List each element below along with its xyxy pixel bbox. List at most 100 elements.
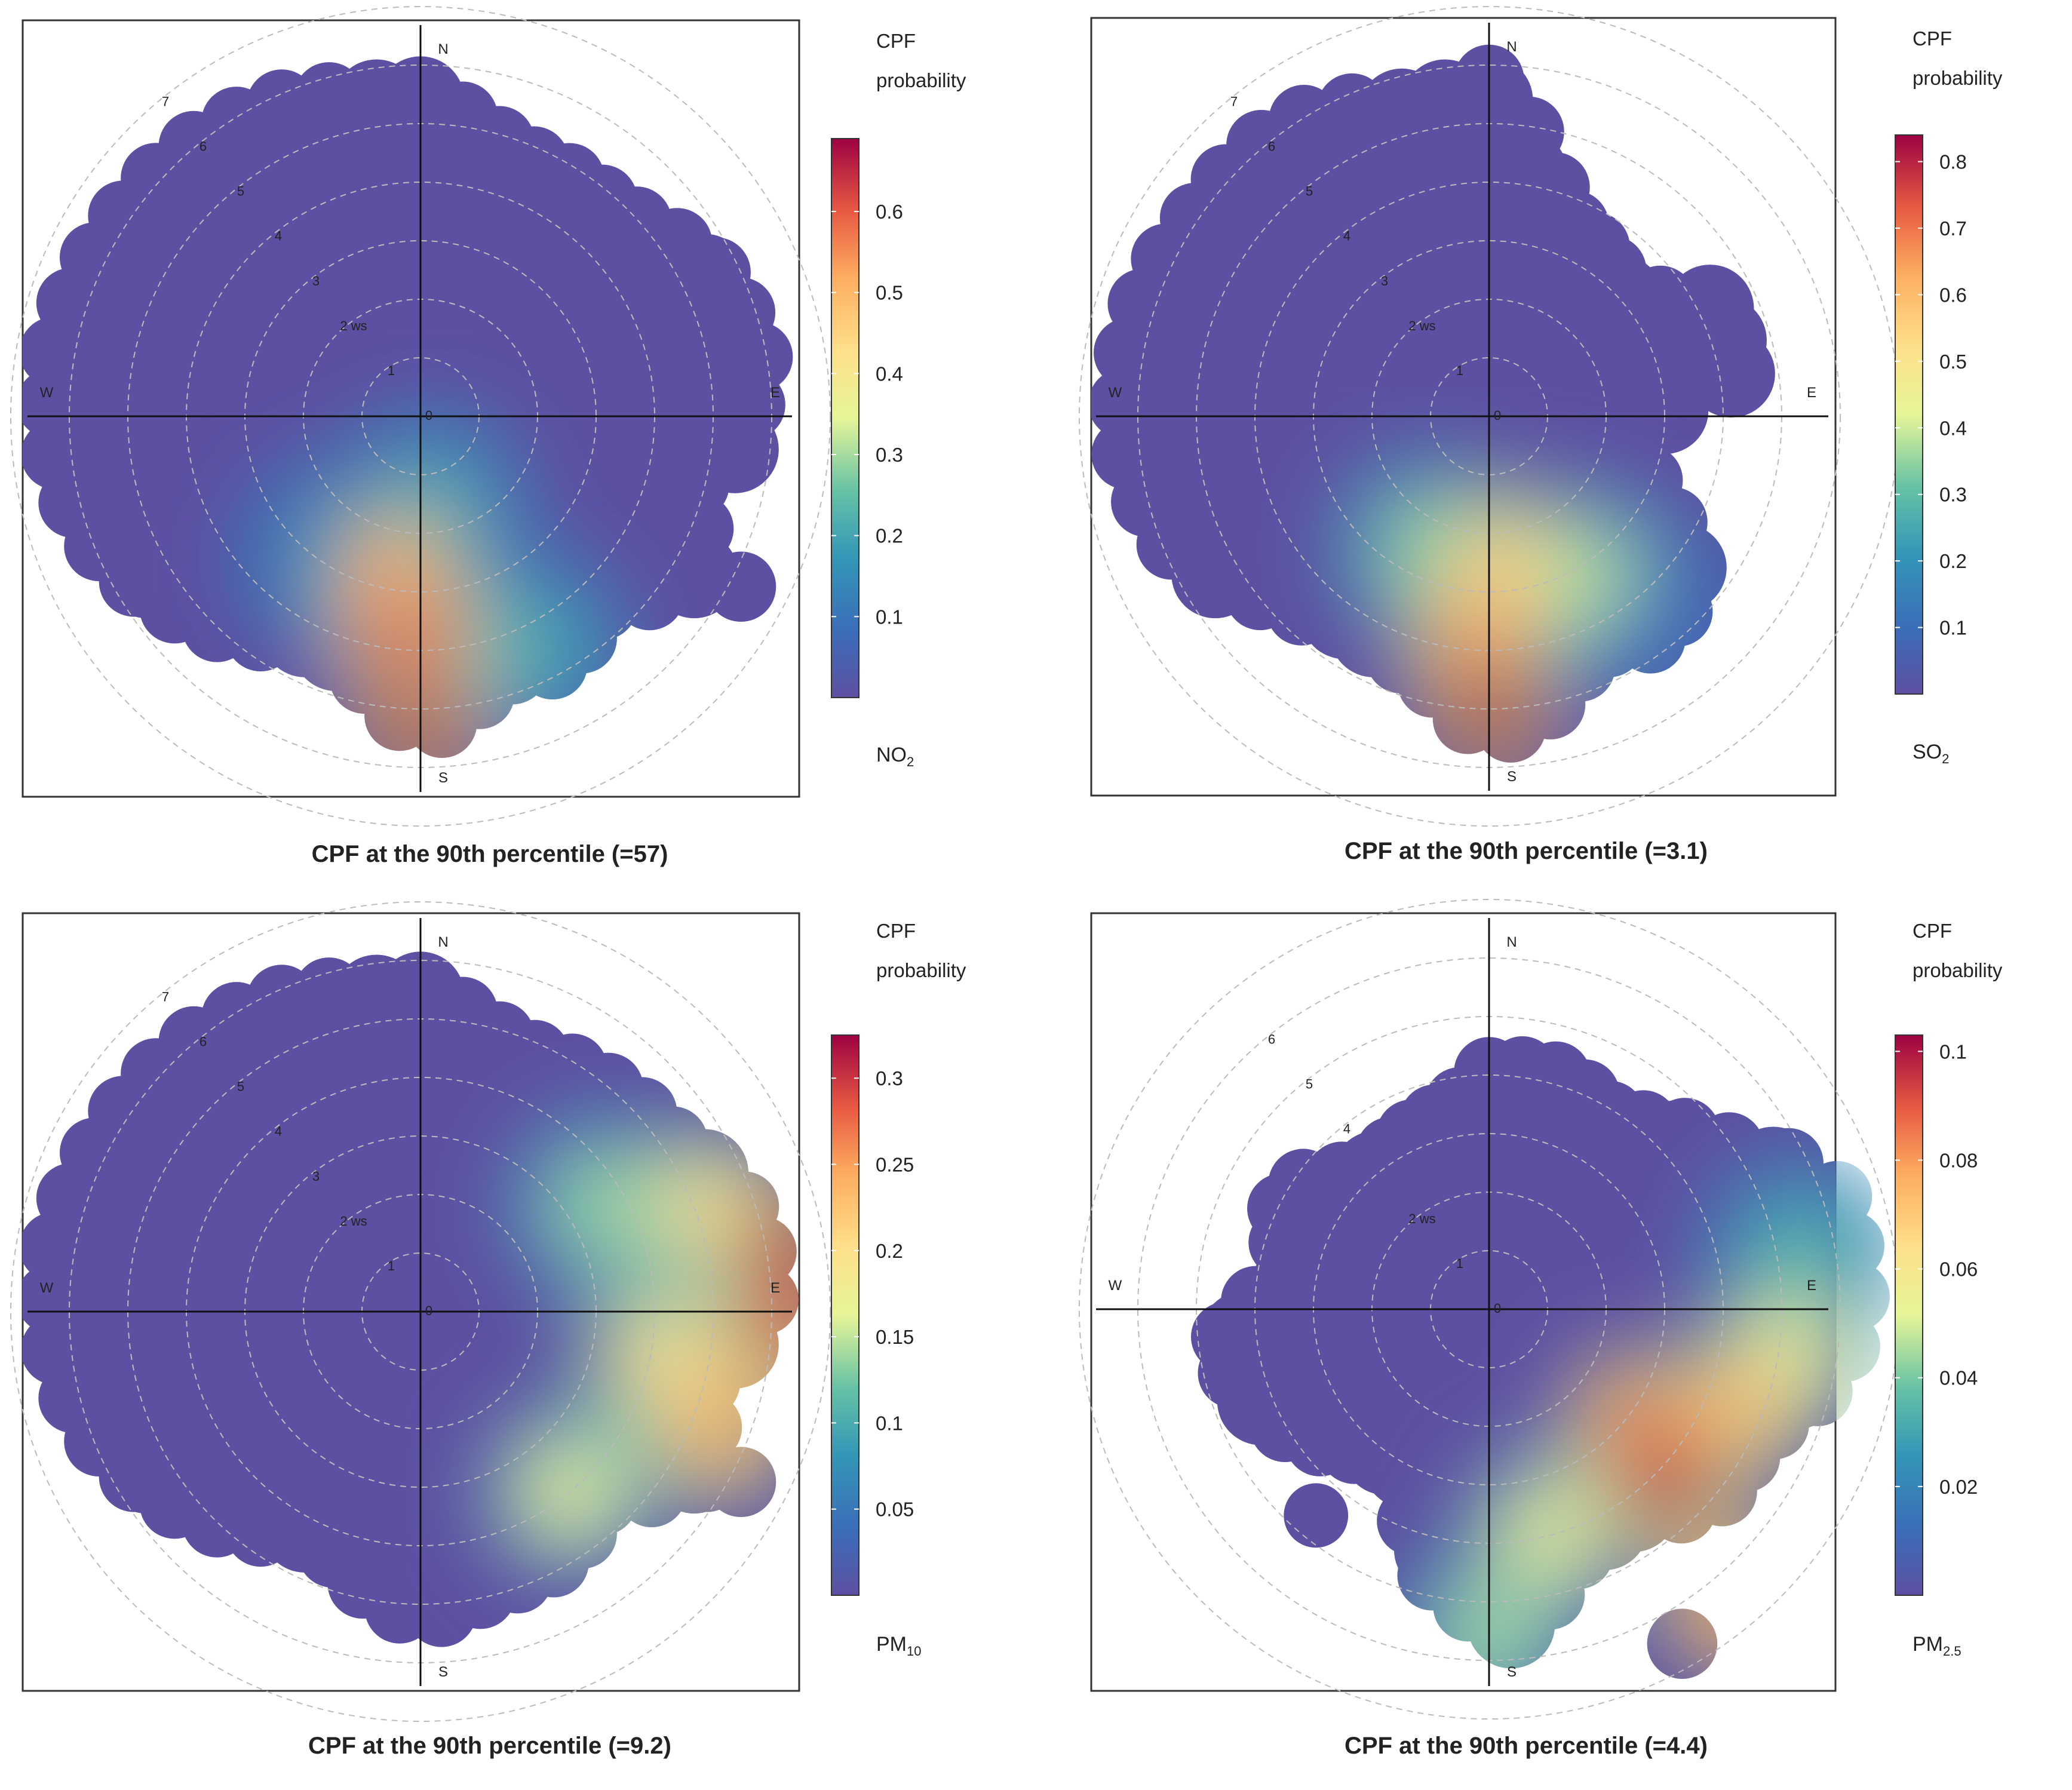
colorbar-title: CPF probability (876, 911, 966, 990)
ring-label: 3 (312, 1169, 320, 1184)
compass-w: W (40, 1280, 54, 1296)
ws-ring (10, 6, 831, 827)
chart-panel-pm10: N E S W 0 1 2 ws 3 4 5 6 7 0.05 0.1 0.15 0.2 0.25 0.3 CPF… (0, 895, 1036, 1790)
ring-label: 7 (162, 94, 169, 109)
pollutant-subscript: 2 (907, 754, 914, 769)
ring-label: 3 (312, 274, 320, 288)
ring-label: 1 (388, 1258, 395, 1273)
colorbar-tick-label: 0.08 (1939, 1149, 1978, 1171)
colorbar (1895, 134, 1923, 695)
polar-plot-pm25: N E S W 0 1 2 ws 4 5 6 0.02 0.04 0.06 0.08 0.1 (1079, 899, 1978, 1720)
compass-s: S (1507, 1664, 1517, 1680)
colorbar-title-line1: CPF (1913, 27, 1952, 50)
colorbar-tick-label: 0.1 (876, 606, 903, 628)
hotspot-core (1689, 1360, 1789, 1460)
hotspot-core (359, 588, 459, 689)
ring-label: 6 (199, 1034, 207, 1049)
hotspot-core (1617, 1437, 1717, 1537)
colorbar-tick-label: 0.4 (1939, 417, 1967, 439)
pollutant-subscript: 10 (907, 1643, 922, 1659)
ring-label: 4 (275, 229, 282, 244)
ring-label: 0 (425, 1303, 432, 1318)
chart-caption: CPF at the 90th percentile (=3.1) (1345, 838, 1708, 864)
pollutant-label: SO2 (1913, 741, 1949, 767)
compass-n: N (1506, 934, 1517, 950)
colorbar-tick-label: 0.7 (1939, 217, 1967, 240)
hotspot-core (1377, 499, 1477, 599)
colorbar-title-line1: CPF (1913, 920, 1952, 942)
ring-label: 1 (1456, 363, 1463, 378)
ring-label: 7 (162, 989, 169, 1004)
hotspot-core (521, 1441, 621, 1541)
hotspot-core (479, 600, 579, 700)
colorbar (831, 1034, 860, 1596)
colorbar-tick-label: 0.6 (1939, 284, 1967, 306)
ring-label: 3 (1381, 274, 1388, 288)
colorbar-tick-label: 0.6 (876, 201, 903, 223)
colorbar-tick-label: 0.1 (876, 1412, 903, 1434)
colorbar-tick-label: 0.5 (1939, 351, 1967, 373)
colorbar-title: CPF probability (1913, 19, 2002, 98)
ring-label: 4 (1343, 229, 1350, 244)
polar-plot-so2: N E S W 0 1 2 ws 3 4 5 6 7 0.1 0.2 0.3 0.4 0.5 0.6 0.7 0.8 (1079, 6, 1967, 827)
compass-e: E (771, 385, 780, 401)
compass-w: W (40, 385, 54, 401)
hotspot-core (739, 1196, 799, 1297)
ring-label: 6 (199, 139, 207, 154)
compass-e: E (771, 1280, 780, 1296)
ring-label: 6 (1268, 1032, 1275, 1047)
colorbar-tick-label: 0.4 (876, 363, 903, 385)
hotspot-core (1533, 529, 1633, 628)
colorbar-tick-label: 0.2 (876, 525, 903, 547)
colorbar-title-line2: probability (876, 69, 966, 91)
colorbar-tick-label: 0.2 (876, 1240, 903, 1262)
ws-ring (10, 901, 831, 1722)
colorbar-tick-label: 0.1 (1939, 617, 1967, 639)
compass-n: N (438, 934, 448, 950)
compass-s: S (1507, 769, 1517, 785)
compass-s: S (438, 1664, 448, 1680)
colorbar (1895, 1034, 1923, 1596)
ring-label: 6 (1268, 139, 1275, 154)
pollutant-label: PM2.5 (1913, 1633, 1962, 1659)
hotspot-core (1750, 1204, 1850, 1304)
colorbar-title-line1: CPF (876, 920, 916, 942)
colorbar-tick-label: 0.3 (876, 444, 903, 466)
ring-label: 1 (388, 363, 395, 378)
chart-caption: CPF at the 90th percentile (=4.4) (1345, 1733, 1708, 1759)
compass-w: W (1109, 385, 1122, 401)
ring-label: 0 (425, 408, 432, 423)
pollutant-label: NO2 (876, 744, 914, 770)
pollutant-subscript: 2.5 (1943, 1643, 1962, 1659)
colorbar-title: CPF probability (876, 22, 966, 100)
colorbar-tick-label: 0.3 (876, 1067, 903, 1089)
ring-label: 5 (237, 1079, 244, 1094)
polar-plot-pm10: N E S W 0 1 2 ws 3 4 5 6 7 0.05 0.1 0.15 0.2 0.25 0.3 (10, 901, 914, 1722)
ring-label: 5 (237, 184, 244, 199)
colorbar-title-line2: probability (876, 959, 966, 981)
colorbar-title-line2: probability (1913, 67, 2003, 89)
ring-label: 2 ws (340, 318, 367, 333)
ring-label: 0 (1494, 1301, 1501, 1316)
colorbar-tick-label: 0.2 (1939, 550, 1967, 572)
ring-label: 4 (275, 1124, 282, 1139)
ring-label: 1 (1456, 1256, 1463, 1271)
ring-label: 5 (1306, 184, 1313, 199)
hotspot-core (613, 1304, 713, 1404)
chart-caption: CPF at the 90th percentile (=9.2) (308, 1733, 671, 1759)
polar-plot-no2: N E S W 0 1 2 ws 3 4 5 6 7 0.1 0.2 0.3 0.4 0.5 0.6 (10, 6, 903, 827)
colorbar-title-line2: probability (1913, 959, 2003, 981)
ring-label: 4 (1343, 1122, 1350, 1137)
ring-label: 2 ws (1408, 318, 1435, 333)
compass-e: E (1807, 1278, 1816, 1294)
colorbar-tick-label: 0.02 (1939, 1476, 1978, 1498)
pollutant-base: PM (876, 1633, 907, 1656)
pollutant-subscript: 2 (1942, 751, 1950, 766)
ring-label: 2 ws (1408, 1211, 1435, 1226)
chart-panel-pm25: N E S W 0 1 2 ws 4 5 6 0.02 0.04 0.06 0.08 0.1 CPF pro… (1036, 895, 2072, 1790)
hotspot-core (1452, 512, 1552, 612)
colorbar (831, 138, 860, 698)
colorbar-tick-label: 0.05 (876, 1499, 914, 1521)
colorbar-title: CPF probability (1913, 911, 2002, 990)
